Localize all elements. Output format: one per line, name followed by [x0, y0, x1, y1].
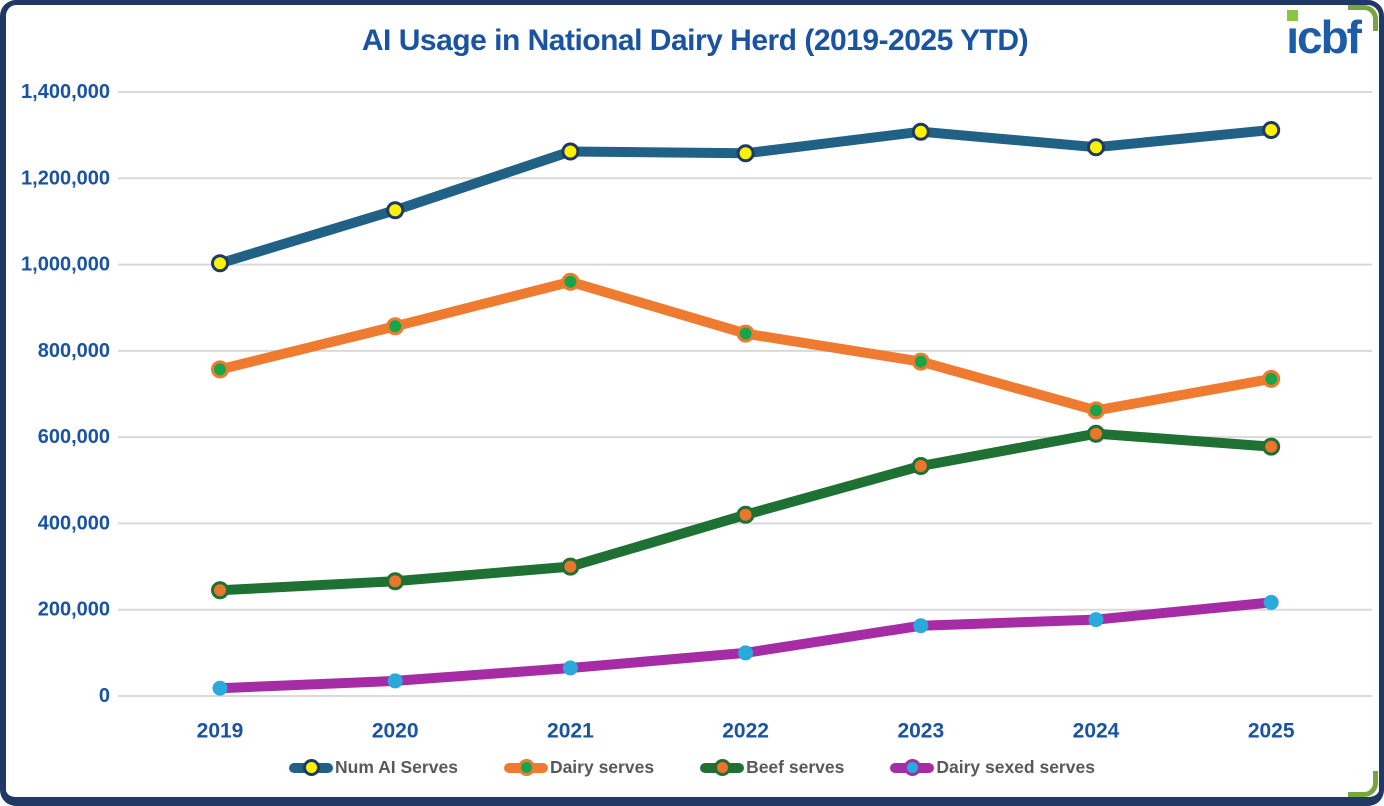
legend-item-dairy-sexed-serves: Dairy sexed serves	[890, 757, 1095, 778]
data-point-num-ai-serves-2021	[561, 142, 580, 161]
y-axis-label: 0	[99, 685, 110, 707]
data-point-beef-serves-2020	[386, 572, 405, 591]
data-point-num-ai-serves-2022	[736, 144, 755, 163]
data-point-beef-serves-2024	[1087, 424, 1105, 443]
legend-marker-icon	[303, 759, 321, 776]
legend-item-beef-serves: Beef serves	[700, 757, 844, 778]
y-axis-label: 1,200,000	[21, 167, 110, 189]
legend-label: Beef serves	[746, 757, 845, 777]
data-point-beef-serves-2022	[736, 505, 755, 524]
x-axis-label: 2019	[197, 720, 244, 743]
legend-line-swatch	[289, 759, 334, 776]
data-point-beef-serves-2019	[211, 581, 229, 600]
corner-accent-top-right	[1348, 5, 1378, 31]
chart-legend: Num AI Serves Dairy serves Beef serves Dair…	[0, 757, 1384, 778]
legend-marker-icon	[904, 759, 922, 776]
data-point-num-ai-serves-2020	[386, 201, 405, 220]
data-point-dairy-sexed-serves-2025	[1263, 594, 1279, 610]
x-axis-label: 2021	[547, 720, 594, 743]
data-point-dairy-serves-2020	[386, 317, 405, 336]
y-axis-label: 600,000	[38, 426, 110, 448]
data-point-num-ai-serves-2019	[211, 254, 229, 273]
legend-marker-icon	[714, 759, 732, 776]
legend-line-swatch	[700, 759, 745, 776]
legend-marker-icon	[517, 759, 535, 776]
data-point-dairy-sexed-serves-2021	[562, 660, 578, 676]
legend-line-swatch	[890, 759, 935, 776]
data-point-dairy-serves-2022	[736, 324, 755, 343]
x-axis-label: 2023	[897, 720, 944, 743]
y-axis-label: 800,000	[38, 340, 110, 362]
legend-item-num-ai-serves: Num AI Serves	[289, 757, 458, 778]
x-axis-label: 2022	[722, 720, 769, 743]
y-axis-label: 1,400,000	[21, 81, 110, 103]
series-line-dairy-sexed-serves	[215, 597, 1277, 694]
data-point-dairy-serves-2024	[1087, 401, 1105, 420]
legend-label: Dairy serves	[549, 757, 655, 777]
legend-label: Num AI Serves	[335, 757, 458, 777]
data-point-dairy-sexed-serves-2023	[913, 618, 929, 634]
data-point-dairy-sexed-serves-2022	[738, 645, 754, 661]
line-chart-plot: 0 200,000 400,000 600,000 800,000 1,000,000 1,…	[21, 81, 1372, 743]
y-axis-label: 200,000	[38, 599, 110, 621]
data-point-num-ai-serves-2025	[1262, 121, 1281, 139]
data-point-num-ai-serves-2023	[911, 122, 930, 141]
x-axis-label: 2024	[1073, 720, 1120, 743]
data-point-dairy-serves-2025	[1262, 369, 1281, 388]
legend-line-swatch	[503, 759, 548, 776]
corner-accent-bottom-right	[1348, 771, 1378, 797]
icbf-logo: ıcbf	[1286, 10, 1362, 63]
series-line-dairy-serves	[215, 276, 1277, 416]
y-axis-label: 400,000	[38, 512, 110, 534]
data-point-beef-serves-2021	[561, 557, 580, 576]
chart-title: AI Usage in National Dairy Herd (2019-20…	[361, 24, 1029, 57]
data-point-beef-serves-2025	[1262, 437, 1281, 456]
x-axis-label: 2025	[1248, 720, 1295, 743]
x-axis-label: 2020	[372, 720, 419, 743]
data-point-dairy-serves-2019	[211, 360, 229, 379]
data-point-beef-serves-2023	[911, 457, 930, 475]
data-point-dairy-serves-2021	[561, 272, 580, 291]
data-point-dairy-sexed-serves-2024	[1088, 612, 1104, 628]
icbf-logo-text: ıcbf	[1286, 11, 1362, 63]
icbf-logo-dot-icon	[1287, 10, 1299, 21]
data-point-dairy-sexed-serves-2019	[212, 680, 228, 696]
data-point-num-ai-serves-2024	[1087, 138, 1105, 157]
data-point-dairy-serves-2023	[911, 352, 930, 371]
data-point-dairy-sexed-serves-2020	[387, 673, 403, 689]
legend-label: Dairy sexed serves	[936, 757, 1095, 777]
y-axis-label: 1,000,000	[21, 254, 110, 276]
legend-item-dairy-serves: Dairy serves	[503, 757, 655, 778]
